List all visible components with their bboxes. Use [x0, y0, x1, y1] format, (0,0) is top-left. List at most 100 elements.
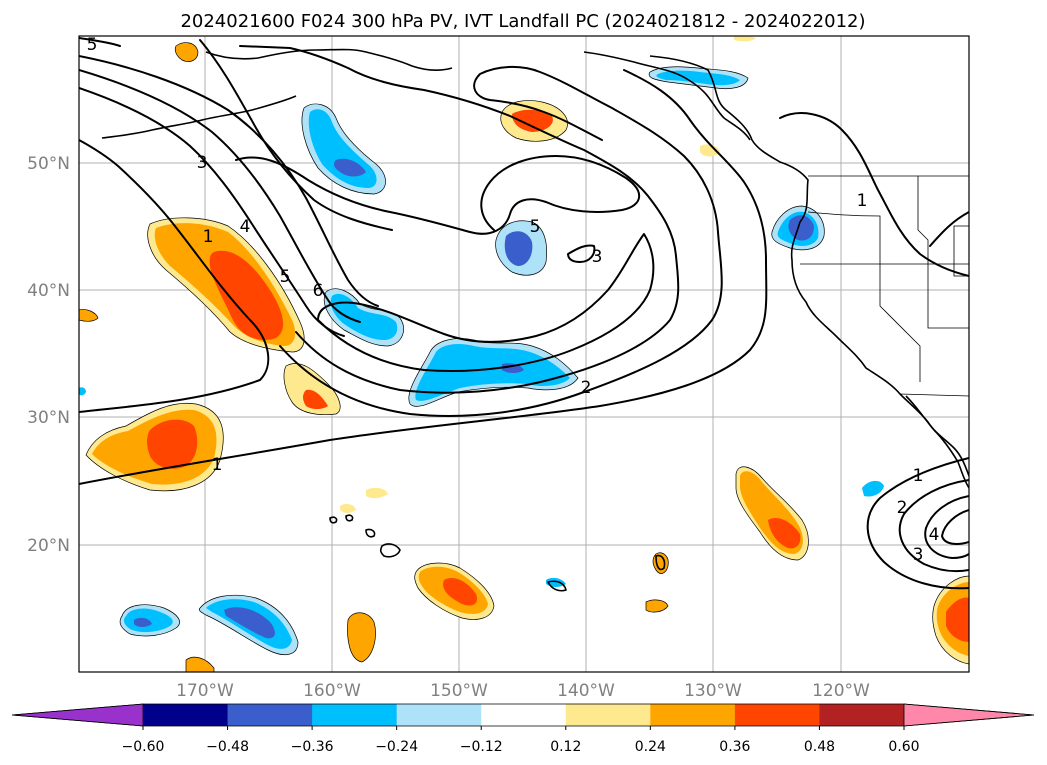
contour-label: 5 — [87, 35, 98, 55]
pv-contour-5-core — [235, 155, 640, 235]
coastline-alaska-east — [583, 51, 751, 141]
map-frame — [78, 35, 970, 673]
island-hawaii-kauai — [329, 516, 338, 524]
contour-label: 5 — [530, 217, 541, 237]
negative-anomaly-band-mid — [415, 344, 570, 401]
pv-contour-inner-left — [79, 87, 345, 337]
colorbar-tick-label: −0.12 — [460, 739, 503, 755]
positive-anomaly-small-h — [366, 487, 388, 499]
colorbar-tick-label: −0.24 — [375, 739, 418, 755]
lat-label: 40°N — [27, 281, 70, 301]
positive-anomaly-small-c — [645, 599, 669, 613]
lat-label: 50°N — [27, 154, 70, 174]
colorbar-swatch — [819, 704, 905, 726]
colorbar-extend-min — [11, 703, 144, 727]
pv-contour-inner-left-2 — [79, 69, 361, 323]
colorbar-tick-label: 0.12 — [550, 739, 581, 755]
positive-anomaly-north-high — [512, 109, 553, 132]
negative-anomaly-small-c — [862, 480, 884, 497]
negative-anomaly-small-d — [546, 577, 566, 587]
positive-anomaly-tropical-high — [443, 577, 478, 606]
negative-anomaly-north-central-dark — [504, 231, 533, 266]
border-id — [917, 176, 969, 329]
lon-label: 140°W — [557, 681, 615, 701]
contour-label: 1 — [913, 466, 924, 486]
positive-anomaly-small-i — [340, 503, 356, 513]
contour-label: 3 — [913, 545, 924, 565]
negative-anomaly-small-west-mid — [330, 293, 398, 340]
positive-anomaly-central-west-high — [303, 389, 328, 409]
pv-contour-1-south — [79, 69, 768, 485]
positive-anomaly-small-j — [734, 36, 756, 42]
contour-label: 5 — [280, 267, 291, 287]
longitude-labels: 170°W 160°W 150°W 140°W 130°W 120°W — [176, 681, 870, 701]
positive-anomaly-small-e — [185, 656, 215, 672]
coastline-baja-inner — [905, 395, 969, 489]
positive-anomaly-small-g — [700, 144, 720, 157]
contour-label: 4 — [929, 525, 940, 545]
graticule — [79, 36, 969, 672]
positive-anomaly-baja-high — [768, 517, 801, 549]
border-us-mexico — [899, 393, 969, 397]
positive-anomaly-small-a — [347, 612, 376, 663]
pv-contour-small-3 — [567, 244, 596, 263]
island-revillagigedo — [655, 554, 666, 571]
pv-contour-2 — [279, 66, 723, 417]
colorbar-tick-label: 0.60 — [888, 739, 919, 755]
colorbar-tick-label: 0.36 — [719, 739, 750, 755]
lon-label: 150°W — [430, 681, 488, 701]
island-hawaii-oahu — [345, 514, 354, 522]
negative-anomaly-aleutian-dark — [333, 158, 366, 177]
pv-contour-bc-coast-2 — [929, 211, 969, 247]
positive-anomaly-band-high — [209, 250, 284, 340]
colorbar-tick-label: −0.48 — [206, 739, 249, 755]
negative-anomaly-pacific-northwest-dark — [788, 215, 814, 241]
island-guadalupe — [547, 580, 567, 592]
pv-contour-se-3 — [924, 495, 969, 559]
border-wa-or — [807, 211, 881, 264]
contour-label: 6 — [313, 281, 324, 301]
colorbar: −0.60 −0.48 −0.36 −0.24 −0.12 0.12 0.24 0.36 0.4… — [11, 703, 1035, 755]
pv-contour-1-outer — [79, 139, 270, 413]
colorbar-swatch — [565, 704, 651, 726]
colorbar-swatch — [396, 704, 482, 726]
island-hawaii-big — [379, 543, 401, 558]
contour-label: 2 — [581, 378, 592, 398]
positive-anomaly-small-f — [79, 309, 99, 322]
positive-anomaly-southwest-high — [147, 419, 198, 469]
political-borders — [800, 175, 969, 397]
positive-anomaly-southeast-high — [946, 597, 969, 642]
contour-label: 3 — [197, 153, 208, 173]
colorbar-swatch — [227, 704, 313, 726]
ivt-shading — [79, 36, 969, 672]
negative-anomaly-southwest-a-dark — [224, 607, 275, 639]
island-hawaii-maui — [365, 528, 376, 538]
lat-label: 30°N — [27, 408, 70, 428]
pv-contour-se-outer — [866, 457, 969, 590]
colorbar-swatch — [312, 704, 398, 726]
pv-contour-top-left — [199, 39, 393, 231]
pv-contours — [79, 37, 969, 590]
pv-contour-bc-coast — [779, 112, 969, 277]
colorbar-swatch — [481, 704, 567, 726]
pv-contour-labels: 5 3 1 4 5 6 5 3 2 1 1 1 2 3 4 — [87, 35, 940, 565]
colorbar-swatch — [650, 704, 736, 726]
lon-label: 130°W — [684, 681, 742, 701]
colorbar-swatch — [734, 704, 820, 726]
coastline-alaska — [205, 48, 453, 71]
colorbar-tick-label: −0.36 — [291, 739, 334, 755]
map-panel: 5 3 1 4 5 6 5 3 2 1 1 1 2 3 4 — [78, 35, 970, 673]
pv-contour-se-4 — [941, 509, 969, 545]
contour-label: 1 — [857, 191, 868, 211]
colorbar-extend-max — [903, 703, 1035, 727]
negative-anomaly-small-e — [79, 387, 86, 396]
colorbar-tick-label: −0.60 — [122, 739, 165, 755]
pv-contour-northwest — [79, 37, 121, 47]
latitude-labels: 50°N 40°N 30°N 20°N — [27, 154, 70, 556]
lon-label: 170°W — [176, 681, 234, 701]
contour-label: 3 — [592, 247, 603, 267]
contour-label: 4 — [240, 217, 251, 237]
lat-label: 20°N — [27, 536, 70, 556]
border-ca-nv — [879, 264, 921, 382]
